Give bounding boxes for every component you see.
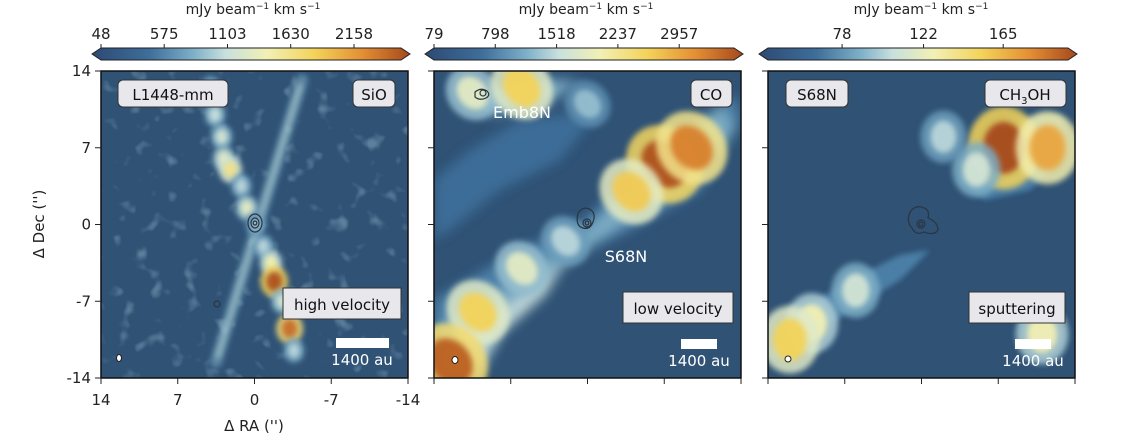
regime-label-2: sputtering [978,300,1055,318]
colorbar-tick-label: 798 [481,25,510,43]
y-axis-label: Δ Dec ('') [30,190,48,259]
axis-ticks: 14 7 0 -7 -14 14 7 0 -7 -14 [67,62,1076,409]
x-tick-label: -14 [396,391,421,409]
emission-feature [215,128,228,145]
x-tick-label: 7 [173,391,183,409]
y-tick-label: -7 [76,292,91,310]
emission-feature [612,171,651,212]
colorbar-tick-label: 2237 [599,25,637,43]
colorbar-tick-label: 122 [909,25,938,43]
scalebar-2 [1015,339,1051,349]
molecule-label-1: CO [700,86,722,104]
source-label-0: L1448-mm [132,86,213,104]
continuum-contours-0 [213,213,263,308]
source-label-box-2: S68N [785,79,849,108]
emission-feature [930,120,957,154]
emission-feature [1029,124,1066,171]
emission-feature [266,271,283,292]
emission-feature [281,318,298,339]
emission-feature [287,342,301,359]
beam-ellipse-1 [451,356,459,364]
colorbar-tick-label: 78 [833,25,852,43]
emission-feature [434,338,473,378]
colorbar-bar-0 [91,47,411,61]
y-tick-label: 0 [81,216,91,234]
x-tick-label: 0 [250,391,260,409]
emission-feature [208,107,222,123]
continuum-contours-2 [907,206,939,235]
molecule-label-box-2: CH3OH [984,79,1067,108]
emission-feature [223,161,238,179]
scalebar-label-1: 1400 au [668,352,730,370]
colorbar-1: mJy beam−1 km s−1 79 798 1518 2237 2957 [424,2,744,61]
colorbar-bar-1 [424,47,744,61]
molecule-label-0: SiO [361,86,387,104]
colorbar-bar-2 [758,47,1078,61]
emission-feature [505,251,538,285]
continuum-contours-1 [474,88,595,229]
regime-label-1: low velocity [633,300,722,318]
colorbar-0: mJy beam−1 km s−1 48 575 1103 1630 2158 [91,2,411,61]
colorbar-unit-label-1: mJy beam−1 km s−1 [519,2,654,18]
emission-feature [551,225,581,257]
beam-ellipse-2 [784,355,792,363]
molecule-label-box-1: CO [690,79,733,108]
colorbar-tick-label: 165 [989,25,1018,43]
beam-ellipse-0 [116,354,122,362]
emission-feature [456,76,489,110]
colorbar-tick-label: 2957 [660,25,698,43]
colorbar-tick-label: 48 [91,25,110,43]
emission-feature [235,178,248,194]
emission-feature [240,200,254,217]
colorbar-tick-label: 1518 [538,25,576,43]
colorbar-tick-label: 2158 [335,25,373,43]
emission-feature [670,125,714,170]
regime-label-box-2: sputtering [968,291,1066,324]
panel-co: Emb8N S68N CO low velocity 1400 au [433,70,742,379]
scalebar-label-0: 1400 au [331,351,393,369]
emission-feature [459,292,497,332]
colorbar-unit-label-0: mJy beam−1 km s−1 [186,2,321,18]
x-tick-label: 14 [91,391,110,409]
scalebar-0 [336,338,389,348]
emission-feature [772,318,807,361]
emission-feature [502,71,541,108]
scalebar-label-2: 1400 au [1002,352,1064,370]
panel-ch3oh: S68N CH3OH sputtering 1400 au [767,70,1076,379]
colorbar-tick-label: 79 [424,25,443,43]
regime-label-box-1: low velocity [622,291,734,324]
y-tick-label: -14 [67,369,92,387]
emission-feature [573,89,602,119]
source-label-2: S68N [797,86,837,104]
colorbar-tick-label: 1103 [208,25,246,43]
x-axis-label: Δ RA ('') [224,417,284,435]
molecule-label-box-0: SiO [352,79,396,108]
emission-feature [962,152,991,187]
x-tick-label: -7 [324,391,339,409]
source-label-box-0: L1448-mm [117,79,229,108]
colorbar-2: mJy beam−1 km s−1 78 122 165 [758,2,1078,61]
panel-sio: L1448-mm SiO high velocity 1400 au [100,70,409,379]
colorbar-tick-label: 575 [150,25,179,43]
scalebar-1 [681,339,717,349]
regime-label-box-0: high velocity [282,287,402,320]
emission-feature [841,273,870,308]
y-tick-label: 7 [81,139,91,157]
source-label-1: S68N [605,247,647,266]
emission-feature [257,238,270,255]
colorbar-unit-label-2: mJy beam−1 km s−1 [854,2,989,18]
regime-label-0: high velocity [294,296,390,314]
molecule-label-2: CH3OH [999,86,1050,107]
y-tick-label: 14 [72,62,91,80]
secondary-source-label-1: Emb8N [493,103,551,122]
colorbar-tick-label: 1630 [272,25,310,43]
